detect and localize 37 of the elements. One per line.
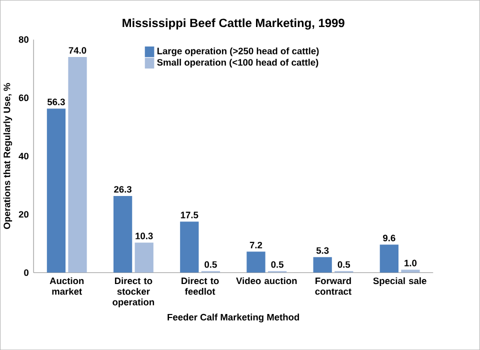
bar: [401, 270, 420, 273]
bar: [113, 196, 132, 273]
y-tick-label: 0: [24, 269, 28, 276]
legend-label: Small operation (<100 head of cattle): [157, 58, 318, 68]
x-tick-label: Forward contract: [315, 277, 352, 295]
data-label: 5.3: [316, 247, 329, 254]
y-axis-title: Operations that Regularly Use, %: [3, 82, 12, 229]
x-tick-label: Direct to stocker operation: [112, 277, 154, 308]
bar: [134, 242, 154, 273]
bar: [380, 244, 398, 273]
x-tick-label: Auction market: [50, 277, 84, 295]
data-label: 26.3: [114, 186, 132, 193]
x-tick-label: Direct to feedlot: [182, 277, 219, 295]
data-label: 74.0: [68, 47, 86, 54]
bar: [313, 257, 332, 273]
y-tick-label: 20: [18, 211, 28, 218]
data-label: 7.2: [250, 242, 262, 248]
bar: [180, 222, 199, 273]
bar: [68, 56, 87, 273]
data-label: 0.5: [204, 261, 217, 268]
y-tick-label: 60: [18, 94, 28, 102]
data-label: 0.5: [338, 261, 350, 268]
data-label: 17.5: [180, 212, 198, 218]
data-label: 10.3: [136, 232, 153, 240]
data-label: 9.6: [383, 234, 396, 242]
data-label: 1.0: [404, 260, 417, 266]
data-label: 56.3: [47, 98, 65, 106]
y-tick-label: 80: [18, 36, 28, 43]
x-tick-label: Video auction: [236, 277, 297, 284]
chart-title: Mississippi Beef Cattle Marketing, 1999: [122, 18, 344, 30]
legend-label: Large operation (>250 head of cattle): [157, 47, 319, 56]
y-tick-label: 40: [18, 152, 28, 160]
bar: [46, 108, 66, 273]
data-label: 0.5: [271, 261, 284, 268]
x-tick-label: Special sale: [373, 277, 426, 286]
bar: [246, 252, 266, 273]
x-axis-title: Feeder Calf Marketing Method: [168, 314, 300, 322]
